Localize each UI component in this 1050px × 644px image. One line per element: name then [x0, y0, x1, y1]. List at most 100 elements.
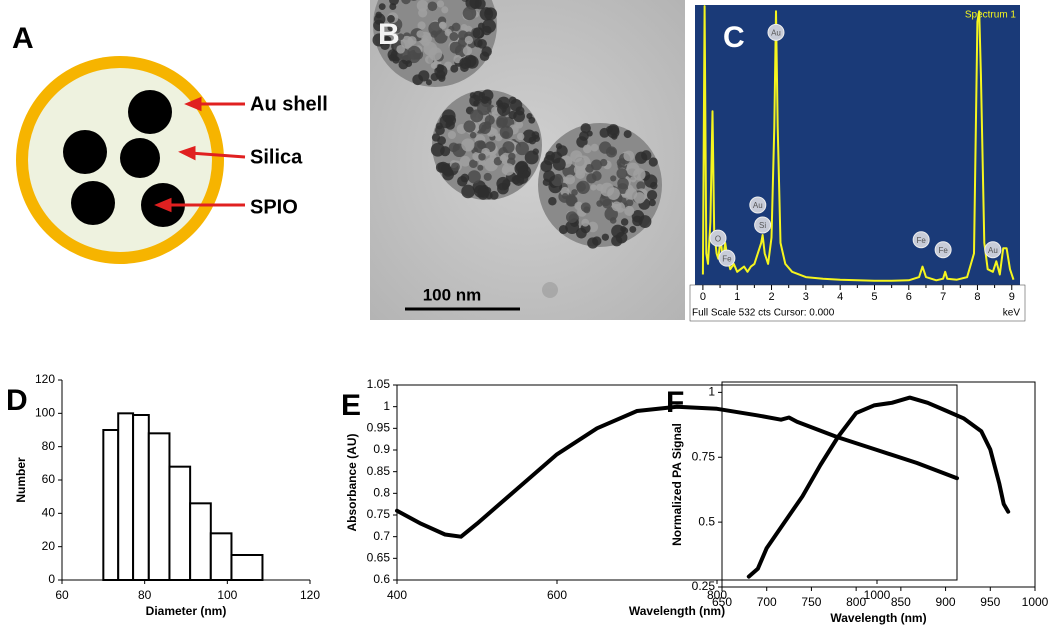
particle-grain	[496, 176, 510, 191]
arrow-head	[154, 197, 172, 213]
particle-grain	[599, 158, 608, 167]
label-spio: SPIO	[250, 196, 298, 218]
particle-grain	[427, 1, 438, 12]
plot-area	[695, 5, 1020, 285]
y-tick-label: 0.5	[698, 514, 715, 528]
peak-label-marker	[984, 241, 1002, 259]
x-axis-title: Wavelength (nm)	[629, 604, 725, 618]
particle-grain	[478, 141, 486, 150]
peak-label-marker	[709, 229, 727, 247]
plot-frame	[721, 381, 1036, 588]
particle-grain	[570, 150, 583, 163]
particle-grain	[528, 116, 536, 124]
particle-grain	[462, 6, 477, 21]
footer: Full Scale 532 cts Cursor: 0.000	[692, 308, 835, 319]
x-tick-label: 0	[700, 291, 706, 303]
particle-grain	[562, 192, 569, 200]
particle-grain	[648, 199, 656, 207]
peak-label: Fe	[938, 246, 948, 255]
y-tick-label: 100	[35, 406, 55, 420]
particle-grain	[460, 173, 470, 183]
peak-label-marker	[934, 241, 952, 259]
particle-grain	[515, 160, 529, 174]
particle-grain	[430, 73, 439, 82]
spio	[63, 130, 107, 174]
x-tick-label: 1000	[1022, 595, 1049, 609]
y-tick-label: 0.75	[367, 507, 391, 521]
particle-grain	[459, 57, 472, 69]
particle-grain	[451, 22, 461, 32]
chart-e: 0.6 0.65 0.7 0.75 0.8 0.85 0.9 0.95 1 1.05 400 600 8…	[341, 377, 959, 618]
y-tick-label: 1	[708, 385, 715, 399]
bar	[147, 432, 171, 582]
chart-d: 0 20 40 60 80 100 120 60 80 100 120 Diameter (nm) Nu…	[6, 372, 320, 618]
particle-grain	[596, 200, 603, 207]
x-tick-label: 5	[871, 291, 877, 303]
particle-grain	[515, 141, 529, 156]
particle-grain	[491, 106, 499, 115]
particle-grain	[447, 130, 457, 140]
particle-grain	[372, 33, 386, 47]
particle-grain	[560, 186, 570, 197]
x-tick-label: 650	[712, 595, 732, 609]
arrows	[154, 96, 246, 213]
particle-grain	[387, 15, 395, 23]
y-tick-label: 60	[42, 472, 56, 486]
y-tick-label: 0.25	[692, 579, 716, 593]
particle-grain	[451, 162, 460, 172]
particle-grain	[478, 153, 486, 161]
particle-grain	[417, 21, 426, 30]
particle-grain	[502, 163, 515, 176]
peak-label: Fe	[722, 254, 732, 263]
particle-grain	[425, 79, 432, 86]
y-tick-label: 0.65	[367, 551, 391, 565]
particle-grain	[469, 0, 482, 9]
chart-title: Spectrum 1	[965, 10, 1017, 21]
particle-grain	[608, 147, 616, 156]
particle-grain	[470, 109, 484, 123]
y-tick-label: 40	[42, 506, 56, 520]
y-tick-label: 0.85	[367, 464, 391, 478]
particle-grain	[430, 62, 438, 69]
particle-grain	[459, 155, 471, 167]
x-tick-label: 900	[936, 595, 956, 609]
x-tick-label: 80	[138, 588, 152, 602]
data-line	[746, 395, 1011, 579]
particle-grain	[617, 183, 629, 194]
peak-label-marker	[767, 23, 785, 41]
x-tick-label: 600	[547, 588, 567, 602]
peak-label-marker	[749, 196, 767, 214]
particle-grain	[481, 96, 489, 104]
particle-grain	[407, 45, 422, 60]
spio	[120, 138, 160, 178]
particle-grain	[611, 235, 623, 247]
particle-grain	[469, 131, 477, 139]
scale-bar-label: 100 nm	[423, 285, 482, 304]
peak-label: Au	[988, 246, 998, 255]
particle-grain	[431, 133, 441, 142]
bar	[189, 502, 212, 582]
peak-label: Si	[759, 221, 766, 230]
y-tick-label: 0.8	[373, 486, 390, 500]
particle-grain	[590, 143, 599, 152]
particle-grain	[382, 36, 392, 45]
x-tick-label: 7	[940, 291, 946, 303]
particle-grain	[543, 170, 555, 183]
bar	[230, 554, 264, 581]
y-tick-label: 0	[48, 572, 55, 586]
particle-grain	[548, 196, 557, 206]
y-axis-title: Absorbance (AU)	[345, 433, 359, 531]
particle-grain	[416, 0, 429, 12]
particle-grain	[650, 181, 658, 190]
particle-grain	[633, 168, 646, 181]
particle-grain	[508, 152, 516, 161]
particle-grain	[400, 35, 414, 49]
particle-grain	[421, 38, 430, 47]
y-tick-label: 20	[42, 539, 56, 553]
particle-grain	[481, 46, 492, 57]
x-tick-label: 6	[906, 291, 912, 303]
x-tick-label: 2	[768, 291, 774, 303]
chart-c: 0 1 2 3 4 5 6 7 8 9 O Fe Au Au Si Fe Fe Au Spectrum 1 C Full…	[689, 5, 1026, 322]
particle-grain	[499, 125, 514, 140]
particle-grain	[464, 35, 474, 45]
